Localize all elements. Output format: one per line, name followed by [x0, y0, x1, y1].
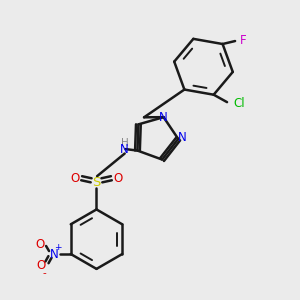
Text: S: S	[92, 176, 101, 189]
Text: N: N	[159, 111, 168, 124]
Text: N: N	[178, 131, 187, 144]
Text: F: F	[240, 34, 247, 47]
Text: +: +	[54, 243, 62, 252]
Text: H: H	[121, 138, 129, 148]
Text: N: N	[120, 142, 129, 156]
Text: O: O	[113, 172, 122, 185]
Text: Cl: Cl	[234, 97, 245, 110]
Text: O: O	[70, 172, 80, 185]
Text: -: -	[42, 268, 46, 278]
Text: N: N	[50, 248, 59, 260]
Text: O: O	[36, 259, 46, 272]
Text: O: O	[35, 238, 44, 251]
